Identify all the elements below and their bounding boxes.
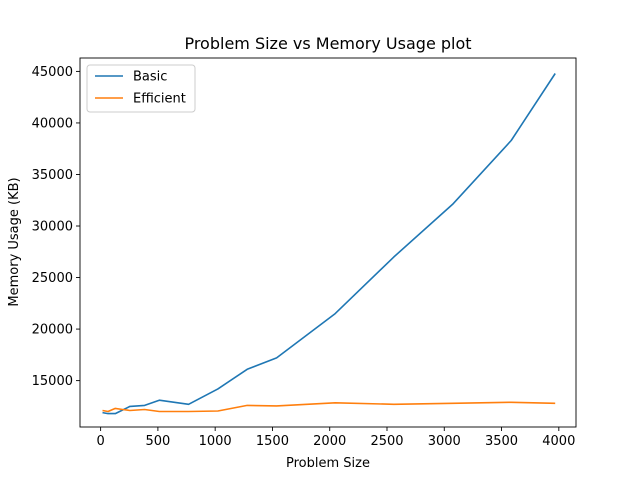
- y-axis: 15000 20000 25000 30000 35000 40000 45000: [32, 65, 80, 389]
- x-tick-label: 2000: [313, 434, 346, 449]
- legend: Basic Efficient: [86, 64, 196, 113]
- x-tick-label: 3000: [428, 434, 461, 449]
- x-axis: 0 500 1000 1500 2000 2500 3000 3500 4000: [96, 427, 575, 449]
- series-line-basic: [102, 73, 556, 415]
- y-tick-label: 45000: [32, 65, 73, 80]
- legend-label-efficient: Efficient: [133, 92, 186, 107]
- x-tick-label: 1500: [256, 434, 289, 449]
- y-tick-label: 20000: [32, 323, 73, 338]
- x-tick-label: 0: [96, 434, 104, 449]
- plot-area: [102, 73, 556, 415]
- chart-title: Problem Size vs Memory Usage plot: [184, 34, 471, 53]
- x-tick-label: 3500: [485, 434, 518, 449]
- y-axis-label: Memory Usage (KB): [7, 177, 22, 306]
- x-tick-label: 4000: [542, 434, 575, 449]
- y-tick-label: 40000: [32, 116, 73, 131]
- y-tick-label: 35000: [32, 168, 73, 183]
- x-tick-label: 500: [145, 434, 170, 449]
- legend-label-basic: Basic: [133, 70, 167, 85]
- x-tick-label: 2500: [370, 434, 403, 449]
- y-tick-label: 15000: [32, 374, 73, 389]
- x-tick-label: 1000: [199, 434, 232, 449]
- axes-frame: [79, 57, 577, 428]
- x-axis-label: Problem Size: [286, 456, 370, 471]
- series-line-efficient: [102, 401, 556, 413]
- y-tick-label: 25000: [32, 271, 73, 286]
- y-tick-label: 30000: [32, 220, 73, 235]
